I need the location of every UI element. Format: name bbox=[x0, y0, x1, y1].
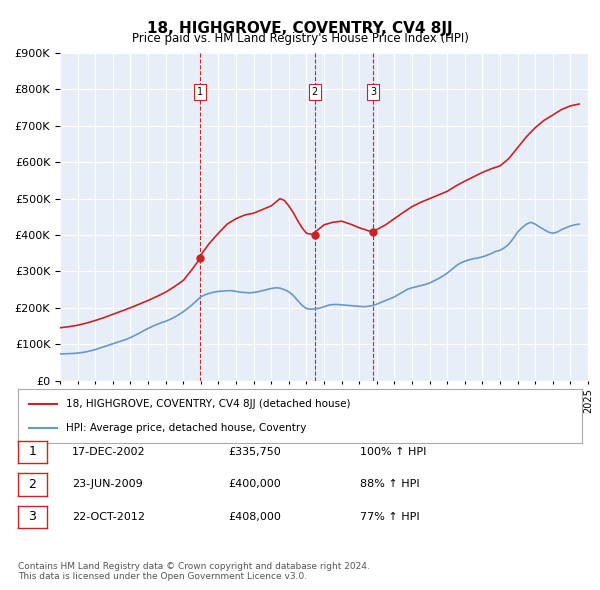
Text: 18, HIGHGROVE, COVENTRY, CV4 8JJ: 18, HIGHGROVE, COVENTRY, CV4 8JJ bbox=[147, 21, 453, 35]
Text: 88% ↑ HPI: 88% ↑ HPI bbox=[360, 480, 419, 489]
Text: HPI: Average price, detached house, Coventry: HPI: Average price, detached house, Cove… bbox=[66, 422, 307, 432]
Text: £335,750: £335,750 bbox=[228, 447, 281, 457]
Text: 1: 1 bbox=[197, 87, 203, 97]
Text: 3: 3 bbox=[370, 87, 376, 97]
Text: 2: 2 bbox=[28, 478, 37, 491]
Text: Contains HM Land Registry data © Crown copyright and database right 2024.
This d: Contains HM Land Registry data © Crown c… bbox=[18, 562, 370, 581]
Text: 2: 2 bbox=[311, 87, 318, 97]
Text: £400,000: £400,000 bbox=[228, 480, 281, 489]
Text: 100% ↑ HPI: 100% ↑ HPI bbox=[360, 447, 427, 457]
Text: 23-JUN-2009: 23-JUN-2009 bbox=[72, 480, 143, 489]
Text: 77% ↑ HPI: 77% ↑ HPI bbox=[360, 512, 419, 522]
Text: 22-OCT-2012: 22-OCT-2012 bbox=[72, 512, 145, 522]
Text: £408,000: £408,000 bbox=[228, 512, 281, 522]
Text: 18, HIGHGROVE, COVENTRY, CV4 8JJ (detached house): 18, HIGHGROVE, COVENTRY, CV4 8JJ (detach… bbox=[66, 399, 350, 409]
Text: 1: 1 bbox=[28, 445, 37, 458]
Text: 3: 3 bbox=[28, 510, 37, 523]
Text: Price paid vs. HM Land Registry's House Price Index (HPI): Price paid vs. HM Land Registry's House … bbox=[131, 32, 469, 45]
Text: 17-DEC-2002: 17-DEC-2002 bbox=[72, 447, 146, 457]
